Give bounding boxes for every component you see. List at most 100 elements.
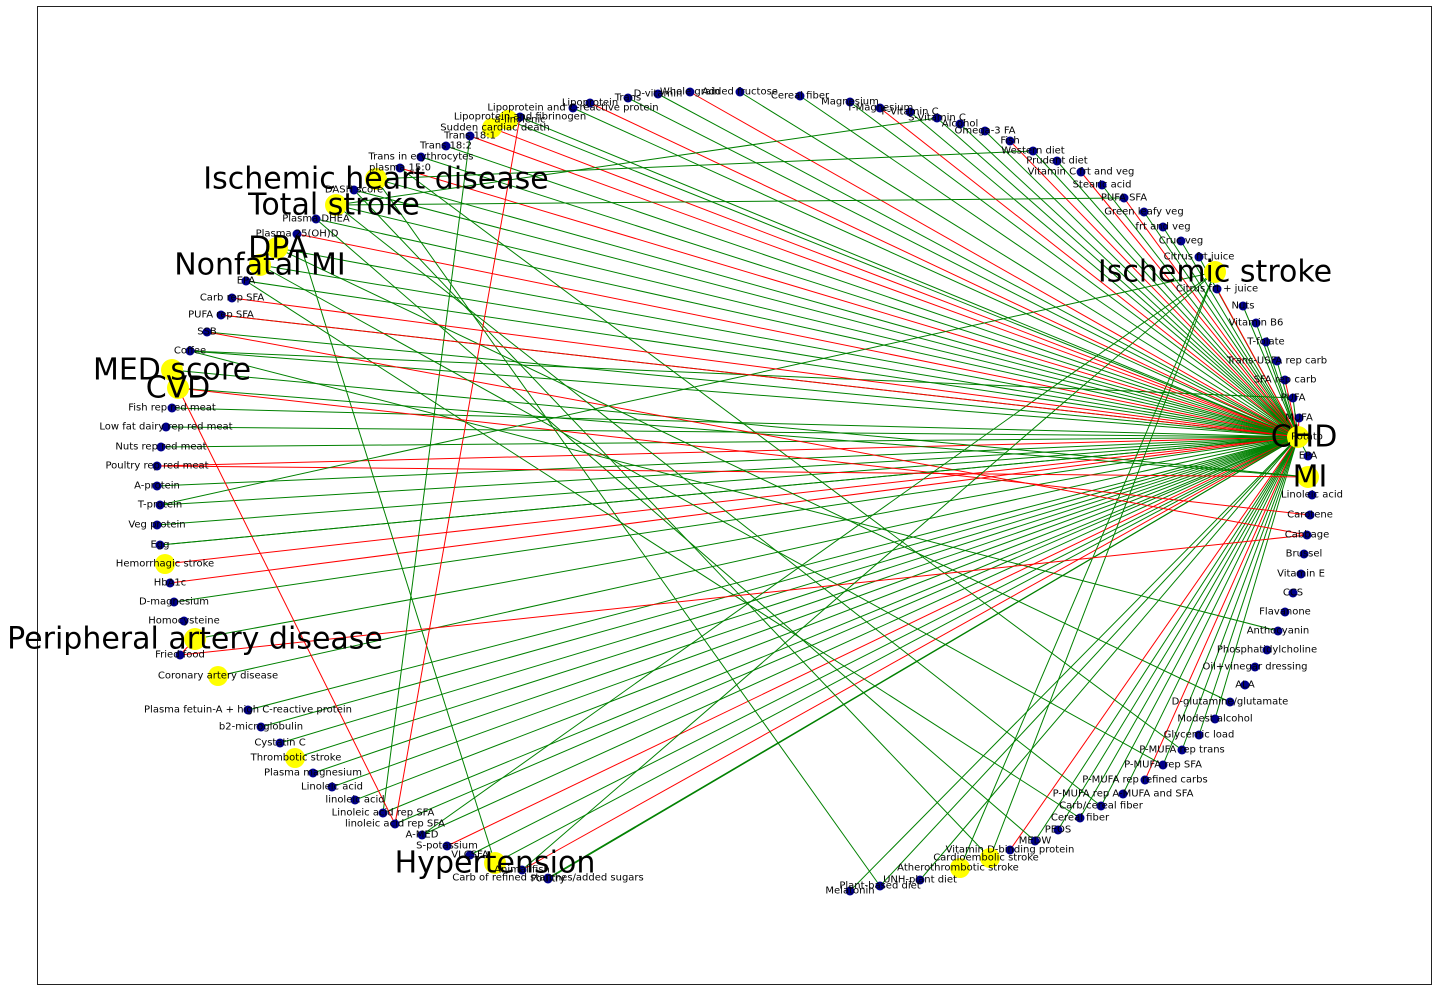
edge-60 (354, 436, 1299, 801)
factor-label-28: Linoleic acid (1281, 490, 1343, 501)
edge-77 (1079, 436, 1299, 819)
edge-92 (494, 436, 1299, 864)
edge-31 (353, 189, 1299, 438)
factor-node-56 (179, 616, 189, 626)
factor-node-73 (311, 214, 321, 224)
edge-34 (445, 145, 1299, 438)
edge-1 (799, 95, 1299, 438)
edge-110 (394, 116, 521, 825)
factor-label-22: Trans-USFA rep carb (1226, 356, 1327, 367)
edge-22 (1276, 360, 1299, 438)
factor-node-57 (169, 597, 179, 607)
edge-82 (879, 436, 1299, 887)
edge-111 (177, 387, 396, 825)
edge-98 (491, 127, 1299, 438)
edge-101 (375, 150, 1034, 180)
edge-102 (335, 197, 1125, 206)
edge-76 (1100, 436, 1299, 807)
edge-106 (315, 218, 1036, 842)
outcome-label-13: Thrombotic stroke (250, 753, 342, 764)
edge-75 (1122, 436, 1299, 795)
edge-90 (259, 264, 1299, 438)
factor-label-86: b2-microglobulin (219, 722, 303, 733)
edge-99 (507, 119, 1299, 438)
factor-label-96: Animal fish (494, 865, 550, 876)
factor-label-76: Trans in erythrocytes (367, 152, 473, 163)
factor-node-40 (1210, 714, 1220, 724)
edge-47 (156, 436, 1299, 487)
factor-node-96 (517, 865, 527, 875)
factor-label-60: Veg protein (128, 520, 185, 531)
factor-label-66: Fish rep red meat (128, 403, 216, 414)
outcome-node-15 (950, 858, 970, 878)
factor-label-5: S-Vitamin C (908, 113, 966, 124)
edge-64 (446, 436, 1299, 847)
factor-label-18: Citrus frt + juice (1176, 284, 1258, 295)
factor-label-82: Trans (614, 93, 641, 104)
factor-node-19 (1238, 301, 1248, 311)
edge-61 (382, 436, 1299, 814)
factor-node-38 (1240, 680, 1250, 690)
factor-label-48: PEOS (1045, 825, 1072, 836)
factor-node-35 (1273, 626, 1283, 636)
edge-62 (394, 436, 1299, 825)
factor-node-70 (227, 293, 237, 303)
edge-109 (382, 135, 471, 814)
factor-label-42: P-MUFA rep trans (1139, 745, 1225, 756)
edge-7 (984, 130, 1299, 438)
factor-node-71 (241, 276, 251, 286)
factor-label-63: Poultry rep red meat (105, 461, 208, 472)
factor-label-83: D-vitamin (634, 89, 683, 100)
edge-128 (220, 314, 1299, 438)
edge-45 (156, 436, 1299, 526)
factor-label-62: A-protein (134, 481, 180, 492)
factor-node-51 (915, 875, 925, 885)
edge-83 (849, 436, 1299, 892)
factor-node-66 (167, 403, 177, 413)
edge-2 (849, 101, 1299, 438)
factor-node-13 (1119, 193, 1129, 203)
factor-label-27: EPA (1299, 451, 1318, 462)
factor-node-32 (1296, 569, 1306, 579)
edge-114 (189, 350, 1294, 399)
factor-node-46 (1096, 801, 1106, 811)
edge-100 (335, 117, 938, 206)
factor-node-3 (875, 103, 885, 113)
edge-16 (1180, 240, 1299, 438)
factor-node-97 (543, 874, 553, 884)
edge-65 (469, 436, 1299, 856)
factor-label-69: PUFA rep SFA (188, 310, 254, 321)
factor-label-65: Low fat dairy rep red meat (99, 422, 232, 433)
factor-node-83 (653, 89, 663, 99)
edge-38 (589, 102, 1299, 438)
outcome-node-5 (266, 237, 288, 259)
factor-label-97: Poultry (531, 874, 566, 885)
factor-label-59: Egg (150, 540, 169, 551)
factor-node-62 (152, 481, 162, 491)
outcome-node-12 (208, 666, 228, 686)
factor-label-41: Glycemic load (1164, 730, 1235, 741)
edge-layer (156, 91, 1311, 892)
factor-label-47: Cereal fiber (1051, 813, 1110, 824)
edge-0 (739, 91, 1299, 438)
factor-label-15: frt and veg (1135, 222, 1190, 233)
edge-120 (335, 204, 1102, 807)
factor-label-20: Vitamin B6 (1229, 318, 1284, 329)
factor-label-93: A-MED (406, 830, 439, 841)
factor-label-61: T-protein (137, 500, 182, 511)
edge-8 (1009, 140, 1299, 438)
factor-label-75: plasma 15:0 (369, 163, 431, 174)
factor-label-79: Lipoprotein and fibrinogen (454, 112, 586, 123)
factor-node-47 (1075, 813, 1085, 823)
factor-node-80 (568, 103, 578, 113)
factor-label-1: Cereal fiber (771, 91, 830, 102)
factor-label-95: VLCSFA (451, 850, 489, 861)
factor-node-24 (1288, 393, 1298, 403)
factor-node-58 (165, 578, 175, 588)
edge-122 (276, 247, 1231, 703)
outcome-label-17: a-linolenic (494, 115, 545, 126)
factor-label-74: DASH score (325, 185, 383, 196)
factor-label-80: Lipoprotein and C-reactive protein (487, 103, 658, 114)
